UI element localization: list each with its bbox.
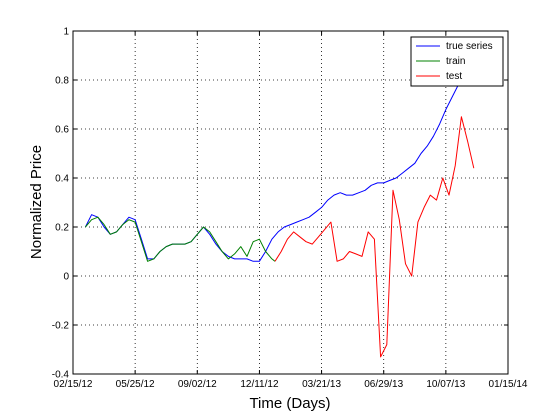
y-tick-label: 0.6 [55, 125, 69, 136]
legend: true series train test [410, 36, 504, 87]
series-layer [84, 50, 475, 358]
y-tick-label: 0.8 [55, 76, 69, 87]
y-axis-title: Normalized Price [28, 145, 45, 259]
x-tick-label: 02/15/12 [54, 379, 93, 390]
series-line-test [274, 116, 475, 358]
legend-label-true-series: true series [446, 41, 493, 52]
plot-frame [72, 30, 509, 375]
plot-area [73, 31, 508, 374]
y-tick-label: 0.2 [55, 223, 69, 234]
y-tick-label: 0.4 [55, 174, 69, 185]
x-tick-label: 06/29/13 [364, 379, 403, 390]
x-tick-label: 09/02/12 [178, 379, 217, 390]
series-line-train [85, 216, 276, 262]
x-axis-title: Time (Days) [249, 395, 330, 412]
grid [73, 31, 508, 374]
x-tick-label: 03/21/13 [302, 379, 341, 390]
x-tick-label: 10/07/13 [426, 379, 465, 390]
legend-label-train: train [446, 56, 465, 67]
legend-label-test: test [446, 71, 462, 82]
ticks: 02/15/12 05/25/12 09/02/12 12/11/12 03/21/13… [52, 27, 528, 391]
y-tick-label: -0.2 [52, 321, 70, 332]
y-tick-label: 0 [63, 272, 69, 283]
y-tick-label: -0.4 [52, 370, 70, 381]
y-tick-label: 1 [63, 27, 69, 38]
x-tick-label: 05/25/12 [116, 379, 155, 390]
series-line-true-series [84, 50, 472, 262]
x-tick-label: 01/15/14 [489, 379, 528, 390]
x-tick-label: 12/11/12 [240, 379, 279, 390]
